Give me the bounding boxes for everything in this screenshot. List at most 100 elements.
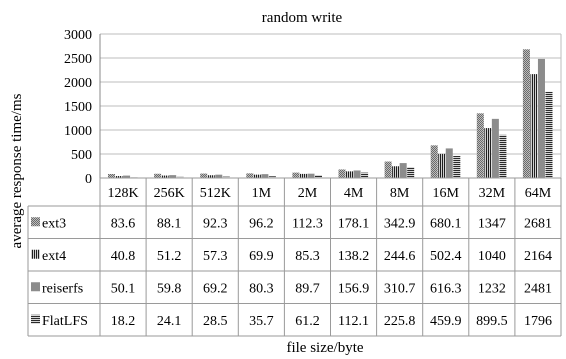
- y-tick-label-1000: 1000: [64, 124, 92, 139]
- data-label-reiserfs-32m: 1232: [478, 281, 506, 296]
- data-label-flatlfs-1m: 35.7: [249, 314, 274, 329]
- x-tick-label-32m: 32M: [479, 186, 506, 201]
- y-tick-label-2000: 2000: [64, 76, 92, 91]
- bar-flatlfs-32m: [499, 134, 507, 178]
- x-axis-label: file size/byte: [286, 340, 363, 356]
- bar-ext3-16m: [430, 145, 438, 178]
- bar-flatlfs-8m: [407, 167, 415, 178]
- bar-reiserfs-16m: [445, 148, 453, 178]
- bar-ext3-256k: [154, 173, 162, 178]
- legend-swatch-ext3: [31, 217, 40, 227]
- bar-flatlfs-256k: [176, 176, 184, 178]
- x-tick-label-1m: 1M: [252, 186, 272, 201]
- bar-reiserfs-4m: [353, 170, 361, 178]
- bar-ext4-8m: [392, 166, 400, 178]
- data-label-flatlfs-256k: 24.1: [157, 314, 182, 329]
- data-label-reiserfs-256k: 59.8: [157, 281, 182, 296]
- bar-ext4-2m: [299, 173, 307, 178]
- data-label-ext4-32m: 1040: [478, 249, 506, 264]
- legend-label-flatlfs: FlatLFS: [42, 314, 88, 329]
- data-label-reiserfs-128k: 50.1: [111, 281, 136, 296]
- legend-swatch-reiserfs: [31, 282, 40, 292]
- data-label-flatlfs-4m: 112.1: [338, 314, 369, 329]
- bar-ext4-32m: [484, 128, 492, 178]
- bar-reiserfs-2m: [307, 173, 315, 178]
- data-label-flatlfs-512k: 28.5: [203, 314, 228, 329]
- data-label-flatlfs-128k: 18.2: [111, 314, 136, 329]
- data-label-reiserfs-4m: 156.9: [338, 281, 370, 296]
- x-tick-label-4m: 4M: [344, 186, 364, 201]
- y-tick-label-3000: 3000: [64, 28, 92, 43]
- bar-flatlfs-16m: [453, 155, 461, 178]
- data-table: 128K 256K 512K 1M 2M 4M 8M 16M 32M 64M ext3 83.6 88.…: [27, 177, 562, 337]
- data-label-ext3-2m: 112.3: [292, 216, 323, 231]
- data-label-ext4-8m: 244.6: [384, 249, 416, 264]
- y-axis-ticks: 0 500 1000 1500 2000 2500 3000: [64, 28, 92, 187]
- data-label-flatlfs-8m: 225.8: [384, 314, 416, 329]
- bar-ext3-8m: [384, 161, 392, 178]
- y-tick-label-1500: 1500: [64, 100, 92, 115]
- x-tick-label-512k: 512K: [200, 186, 231, 201]
- data-label-reiserfs-64m: 2481: [524, 281, 552, 296]
- bar-flatlfs-1m: [268, 176, 276, 178]
- data-label-reiserfs-2m: 89.7: [295, 281, 320, 296]
- bar-reiserfs-128k: [123, 175, 131, 178]
- bar-ext3-512k: [200, 173, 208, 178]
- legend-label-reiserfs: reiserfs: [42, 281, 83, 296]
- legend-label-ext3: ext3: [42, 216, 66, 231]
- bars: [108, 49, 553, 179]
- bar-ext3-128k: [108, 173, 116, 178]
- data-label-ext3-128k: 83.6: [111, 216, 136, 231]
- bar-ext4-512k: [207, 175, 215, 178]
- data-label-reiserfs-1m: 80.3: [249, 281, 274, 296]
- chart-title: random write: [262, 10, 343, 26]
- bar-reiserfs-512k: [215, 174, 223, 178]
- bar-reiserfs-256k: [169, 175, 177, 178]
- bar-ext4-16m: [438, 153, 446, 178]
- data-label-ext4-64m: 2164: [524, 249, 552, 264]
- bar-ext4-64m: [530, 74, 538, 178]
- bar-flatlfs-2m: [314, 175, 322, 178]
- x-tick-label-8m: 8M: [390, 186, 410, 201]
- bar-ext3-1m: [246, 173, 254, 178]
- data-label-ext4-2m: 85.3: [295, 249, 320, 264]
- bar-flatlfs-512k: [222, 176, 230, 178]
- bar-ext3-64m: [522, 49, 530, 179]
- bar-ext3-2m: [292, 172, 300, 178]
- bar-ext3-4m: [338, 169, 346, 178]
- bar-ext3-32m: [476, 113, 484, 178]
- y-axis-label: average response time/ms: [9, 93, 25, 248]
- data-label-ext4-4m: 138.2: [338, 249, 370, 264]
- data-label-flatlfs-64m: 1796: [524, 314, 552, 329]
- bar-reiserfs-1m: [261, 174, 269, 178]
- data-label-ext3-4m: 178.1: [338, 216, 370, 231]
- x-tick-label-16m: 16M: [433, 186, 460, 201]
- bar-ext4-256k: [161, 175, 169, 178]
- bar-flatlfs-64m: [545, 91, 553, 178]
- legend-label-ext4: ext4: [42, 249, 66, 264]
- bar-ext4-1m: [253, 174, 261, 178]
- data-label-ext3-32m: 1347: [478, 216, 506, 231]
- y-tick-label-2500: 2500: [64, 52, 92, 67]
- bar-ext4-128k: [115, 176, 123, 178]
- bar-reiserfs-64m: [537, 58, 545, 178]
- data-label-reiserfs-16m: 616.3: [430, 281, 462, 296]
- bar-reiserfs-8m: [399, 163, 407, 178]
- bar-flatlfs-4m: [361, 172, 369, 178]
- x-tick-label-256k: 256K: [154, 186, 185, 201]
- gridlines: [99, 33, 562, 178]
- x-tick-label-128k: 128K: [107, 186, 138, 201]
- data-label-ext4-512k: 57.3: [203, 249, 228, 264]
- data-label-ext4-1m: 69.9: [249, 249, 274, 264]
- x-tick-label-2m: 2M: [298, 186, 318, 201]
- data-label-ext4-256k: 51.2: [157, 249, 182, 264]
- x-tick-label-64m: 64M: [525, 186, 552, 201]
- data-label-flatlfs-16m: 459.9: [430, 314, 462, 329]
- data-label-reiserfs-8m: 310.7: [384, 281, 416, 296]
- data-label-flatlfs-32m: 899.5: [476, 314, 508, 329]
- y-tick-label-0: 0: [85, 172, 92, 187]
- legend-swatch-flatlfs: [31, 314, 40, 324]
- data-label-ext4-128k: 40.8: [111, 249, 136, 264]
- data-label-flatlfs-2m: 61.2: [295, 314, 320, 329]
